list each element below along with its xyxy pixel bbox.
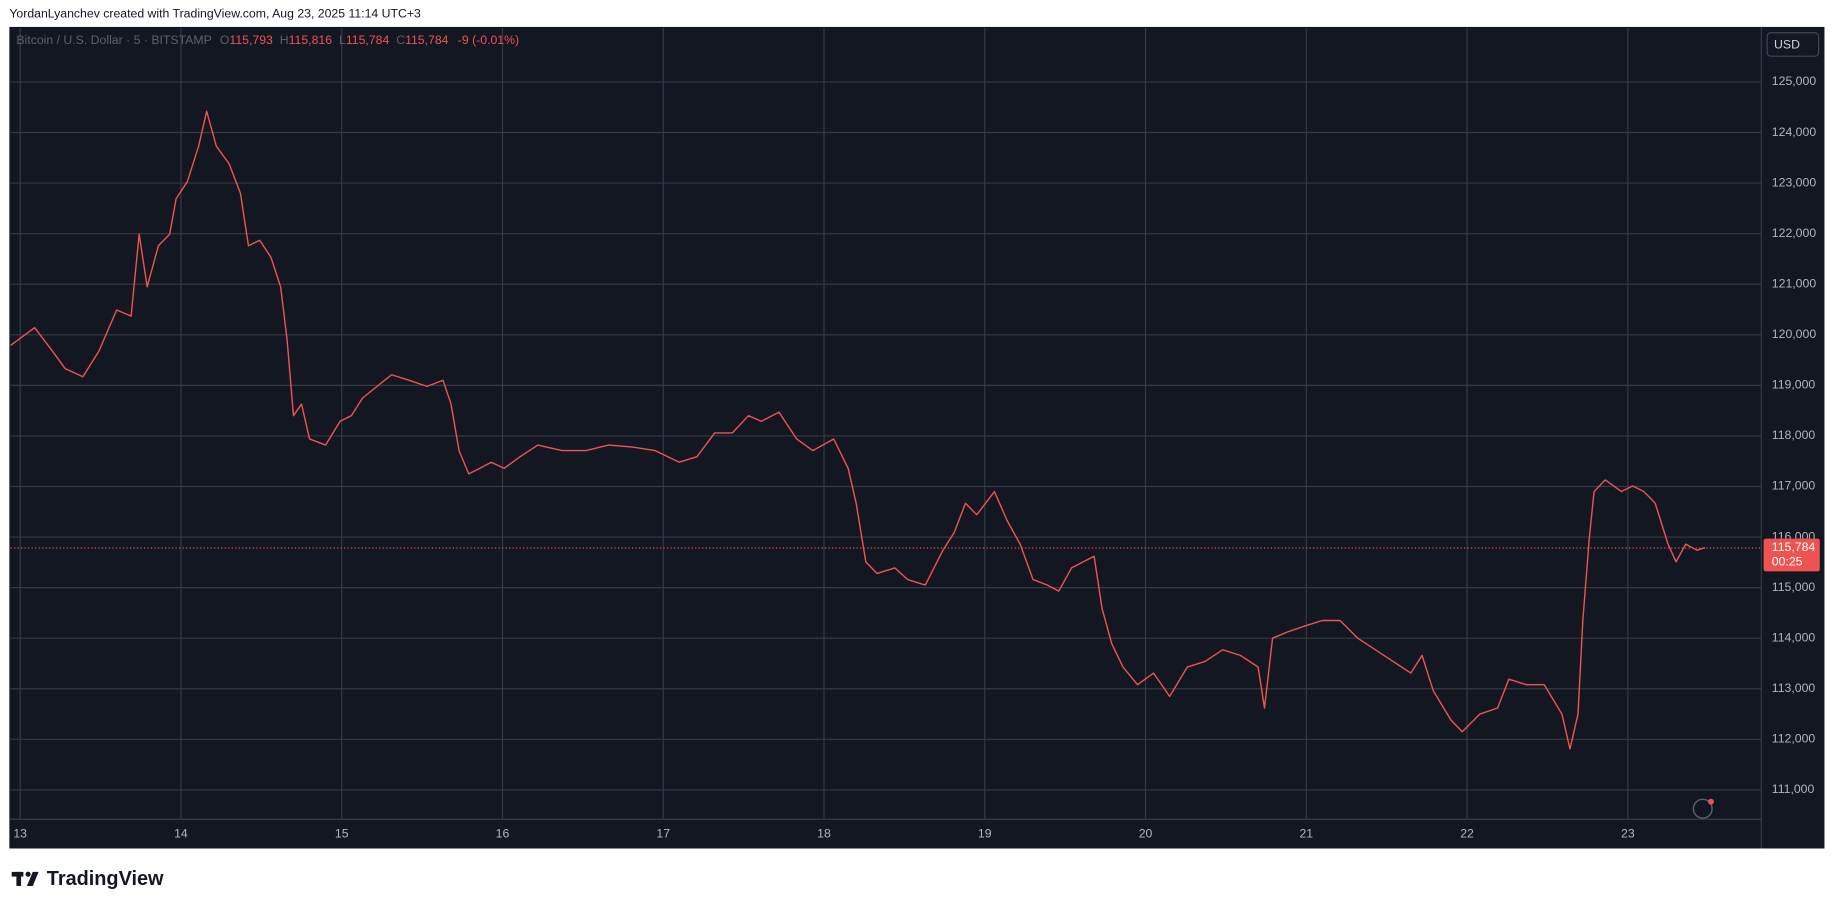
chart-panel <box>9 26 1825 849</box>
y-tick-label: 113,000 <box>1772 681 1816 695</box>
currency-button[interactable] <box>1766 32 1820 57</box>
ohlc-value: 115,793 <box>229 33 273 47</box>
x-tick-label: 23 <box>1621 827 1635 841</box>
x-tick-label: 16 <box>496 827 510 841</box>
attribution: YordanLyanchev created with TradingView.… <box>9 6 421 20</box>
countdown: 00:25 <box>1772 554 1803 568</box>
x-tick-label: 20 <box>1139 827 1153 841</box>
y-tick-label: 120,000 <box>1772 327 1817 341</box>
ohlc-value: 115,816 <box>289 33 333 47</box>
x-tick-label: 14 <box>174 827 188 841</box>
price-line <box>10 110 1706 750</box>
y-tick-label: 121,000 <box>1772 276 1817 290</box>
ohlc-key: C <box>396 33 405 47</box>
currency: USD <box>1774 37 1800 51</box>
y-tick-label: 117,000 <box>1772 479 1816 493</box>
ohlc-value: 115,784 <box>346 33 390 47</box>
y-tick-label: 112,000 <box>1772 732 1816 746</box>
plot <box>10 110 1762 750</box>
y-tick-label: 114,000 <box>1772 630 1816 644</box>
last-price-box <box>1763 538 1820 572</box>
ohlc-value: 115,784 <box>405 33 449 47</box>
legend: Bitcoin / U.S. Dollar · 5 · BITSTAMP O11… <box>16 33 519 47</box>
change: -9 (-0.01%) <box>458 33 519 47</box>
grid <box>10 28 1762 820</box>
x-tick-label: 15 <box>335 827 349 841</box>
y-tick-label: 111,000 <box>1772 782 1815 796</box>
ohlc-key: O <box>220 33 230 47</box>
y-tick-label: 125,000 <box>1772 74 1817 88</box>
y-tick-label: 119,000 <box>1772 378 1816 392</box>
y-tick-label: 124,000 <box>1772 125 1817 139</box>
symbol: Bitcoin / U.S. Dollar · 5 · BITSTAMP <box>16 33 211 47</box>
y-tick-label: 115,000 <box>1772 580 1816 594</box>
ohlc-key: H <box>280 33 289 47</box>
x-tick-label: 18 <box>817 827 831 841</box>
last-price-label: 115,784 <box>1772 540 1816 554</box>
x-tick-label: 13 <box>13 827 27 841</box>
x-tick-label: 22 <box>1460 827 1474 841</box>
x-tick-label: 21 <box>1299 827 1313 841</box>
brand-logo <box>11 871 39 886</box>
y-tick-label: 122,000 <box>1772 226 1817 240</box>
y-tick-label: 118,000 <box>1772 428 1816 442</box>
ohlc-key: L <box>339 33 346 47</box>
replay-icon <box>1692 798 1714 819</box>
x-tick-label: 17 <box>656 827 670 841</box>
y-tick-label: 123,000 <box>1772 175 1817 189</box>
x-tick-label: 19 <box>978 827 992 841</box>
brand: TradingView <box>47 868 164 890</box>
